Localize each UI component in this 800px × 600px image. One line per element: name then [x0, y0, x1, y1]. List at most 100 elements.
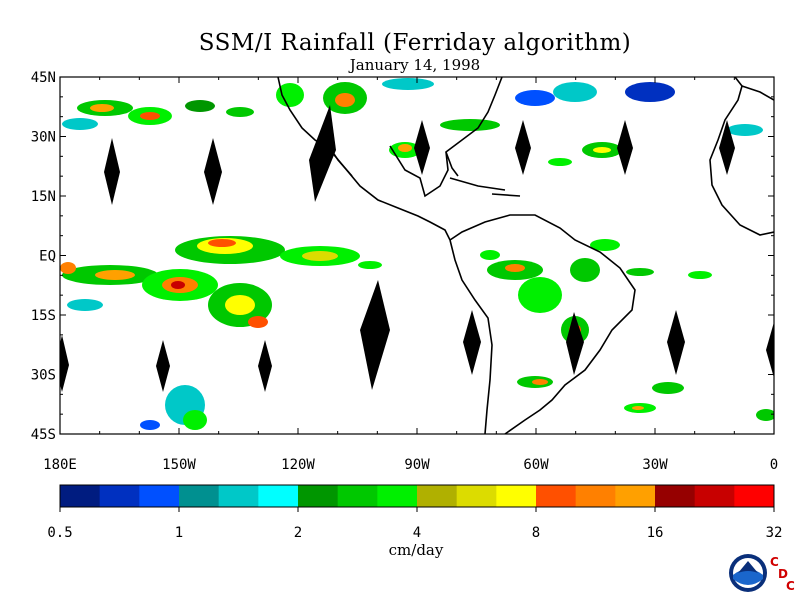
rain-patch — [248, 316, 268, 328]
colorbar-swatch — [536, 485, 577, 507]
colorbar-swatch — [179, 485, 220, 507]
colorbar-swatch — [496, 485, 537, 507]
colorbar-swatch — [298, 485, 339, 507]
rain-patch — [632, 406, 644, 410]
rain-patch — [532, 379, 548, 385]
rain-patch — [276, 83, 304, 107]
colorbar-swatch — [417, 485, 458, 507]
colorbar-swatch — [218, 485, 259, 507]
gap-diamond — [104, 138, 120, 205]
gap-diamond — [667, 310, 685, 375]
rain-patch — [208, 239, 236, 247]
colorbar-swatch — [615, 485, 656, 507]
colorbar-tick-label: 16 — [647, 525, 664, 541]
coastline-south-america-west — [449, 239, 493, 434]
x-tick-label: 30W — [642, 457, 668, 473]
missing-data-gaps — [60, 105, 774, 392]
rain-patch — [570, 258, 600, 282]
rain-patch — [515, 90, 555, 106]
colorbar-tick-label: 0.5 — [47, 525, 72, 541]
rain-patch — [688, 271, 712, 279]
map-title: SSM/I Rainfall (Ferriday algorithm) — [198, 30, 632, 56]
coastline-north-america — [277, 77, 451, 241]
gap-diamond — [719, 120, 735, 175]
coastline-africa — [709, 84, 774, 236]
x-tick-label: 120W — [281, 457, 315, 473]
colorbar-labels: 0.5 1 2 4 8 16 32 — [47, 507, 782, 541]
colorbar-swatch — [337, 485, 378, 507]
x-tick-label: 150W — [162, 457, 196, 473]
noaa-emblem-icon — [729, 554, 767, 592]
colorbar-swatch — [734, 485, 775, 507]
colorbar-tick-label: 2 — [294, 525, 302, 541]
plot-area — [60, 77, 774, 434]
rain-patch — [480, 250, 500, 260]
rain-patch — [727, 124, 763, 136]
rain-patch — [505, 264, 525, 272]
rain-patch — [185, 100, 215, 112]
rain-patch — [302, 251, 338, 261]
gap-diamond — [515, 120, 531, 175]
y-tick-label: 45S — [31, 427, 56, 443]
rain-patch — [67, 299, 103, 311]
rain-patch — [382, 78, 434, 90]
colorbar-tick-label: 4 — [413, 525, 421, 541]
gap-diamond — [204, 138, 222, 205]
y-tick-label: 30S — [31, 368, 56, 384]
gap-diamond — [766, 322, 774, 378]
gap-diamond — [617, 120, 633, 175]
gap-diamond — [414, 120, 430, 175]
noaa-logo: C D C — [728, 553, 795, 597]
y-tick-label: 15S — [31, 308, 56, 324]
map-subtitle: January 14, 1998 — [349, 56, 481, 74]
rain-patch — [553, 82, 597, 102]
rain-patch — [440, 119, 500, 131]
rain-patch — [518, 277, 562, 313]
colorbar-swatch — [694, 485, 735, 507]
axis-ticks — [59, 76, 775, 435]
rain-patch — [652, 382, 684, 394]
rainfall-patches — [60, 78, 774, 430]
rain-patch — [358, 261, 382, 269]
colorbar-swatch — [99, 485, 140, 507]
logo-letter: D — [778, 567, 788, 581]
y-tick-label: 15N — [31, 189, 56, 205]
logo-letter: C — [770, 555, 779, 569]
gap-diamond — [60, 335, 69, 392]
gap-diamond — [156, 340, 170, 392]
rain-patch — [226, 107, 254, 117]
colorbar — [59, 484, 775, 508]
colorbar-swatch — [258, 485, 299, 507]
gap-diamond — [463, 310, 481, 375]
rain-patch — [225, 295, 255, 315]
coastline-florida — [445, 151, 459, 177]
coastline-cuba — [449, 177, 506, 191]
rain-patch — [183, 410, 207, 430]
coastline-europe — [734, 77, 743, 87]
logo-letter: C — [786, 579, 795, 593]
coastline-south-america — [449, 214, 636, 434]
rain-patch — [171, 281, 185, 289]
coastline-gulf — [389, 77, 503, 198]
colorbar-swatch — [377, 485, 418, 507]
rain-patch — [62, 118, 98, 130]
colorbar-swatch — [456, 485, 497, 507]
x-axis-labels: 180E 150W 120W 90W 60W 30W 0 — [43, 457, 778, 473]
rain-patch — [398, 144, 412, 152]
colorbar-tick-label: 1 — [175, 525, 183, 541]
rain-patch — [95, 270, 135, 280]
x-tick-label: 60W — [523, 457, 549, 473]
gap-diamond — [309, 105, 336, 202]
rain-patch — [548, 158, 572, 166]
y-tick-label: 45N — [31, 70, 56, 86]
rain-patch — [590, 239, 620, 251]
y-tick-label: 30N — [31, 130, 56, 146]
y-axis-labels: 45N 30N 15N EQ 15S 30S 45S — [31, 70, 56, 443]
gap-diamond — [258, 340, 272, 392]
gap-diamond — [566, 312, 584, 375]
colorbar-unit: cm/day — [388, 541, 444, 559]
rain-patch — [756, 409, 774, 421]
x-tick-label: 180E — [43, 457, 77, 473]
rain-patch — [140, 112, 160, 120]
colorbar-tick-label: 32 — [766, 525, 783, 541]
